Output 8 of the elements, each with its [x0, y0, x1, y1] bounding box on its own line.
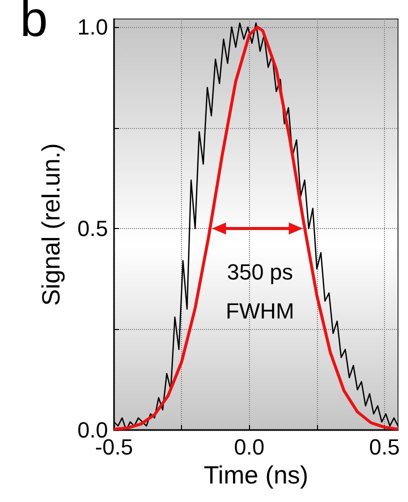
- y-tick-label: 1.0: [77, 14, 108, 40]
- y-axis-title: Signal (rel.un.): [38, 143, 66, 306]
- annotation: FWHM: [226, 298, 294, 324]
- x-tick-label: 0.5: [369, 434, 400, 460]
- x-axis-title: Time (ns): [204, 461, 308, 490]
- y-tick-label: 0.5: [77, 216, 108, 242]
- annotation: 350 ps: [226, 260, 294, 284]
- x-tick-label: 0.0: [234, 434, 265, 460]
